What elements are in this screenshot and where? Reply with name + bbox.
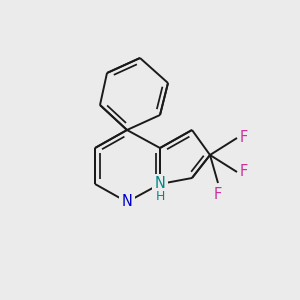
Text: H: H xyxy=(155,190,165,202)
Text: N: N xyxy=(122,194,132,209)
Text: F: F xyxy=(214,187,222,202)
Text: F: F xyxy=(240,130,248,146)
Text: N: N xyxy=(154,176,165,191)
Text: F: F xyxy=(240,164,248,179)
